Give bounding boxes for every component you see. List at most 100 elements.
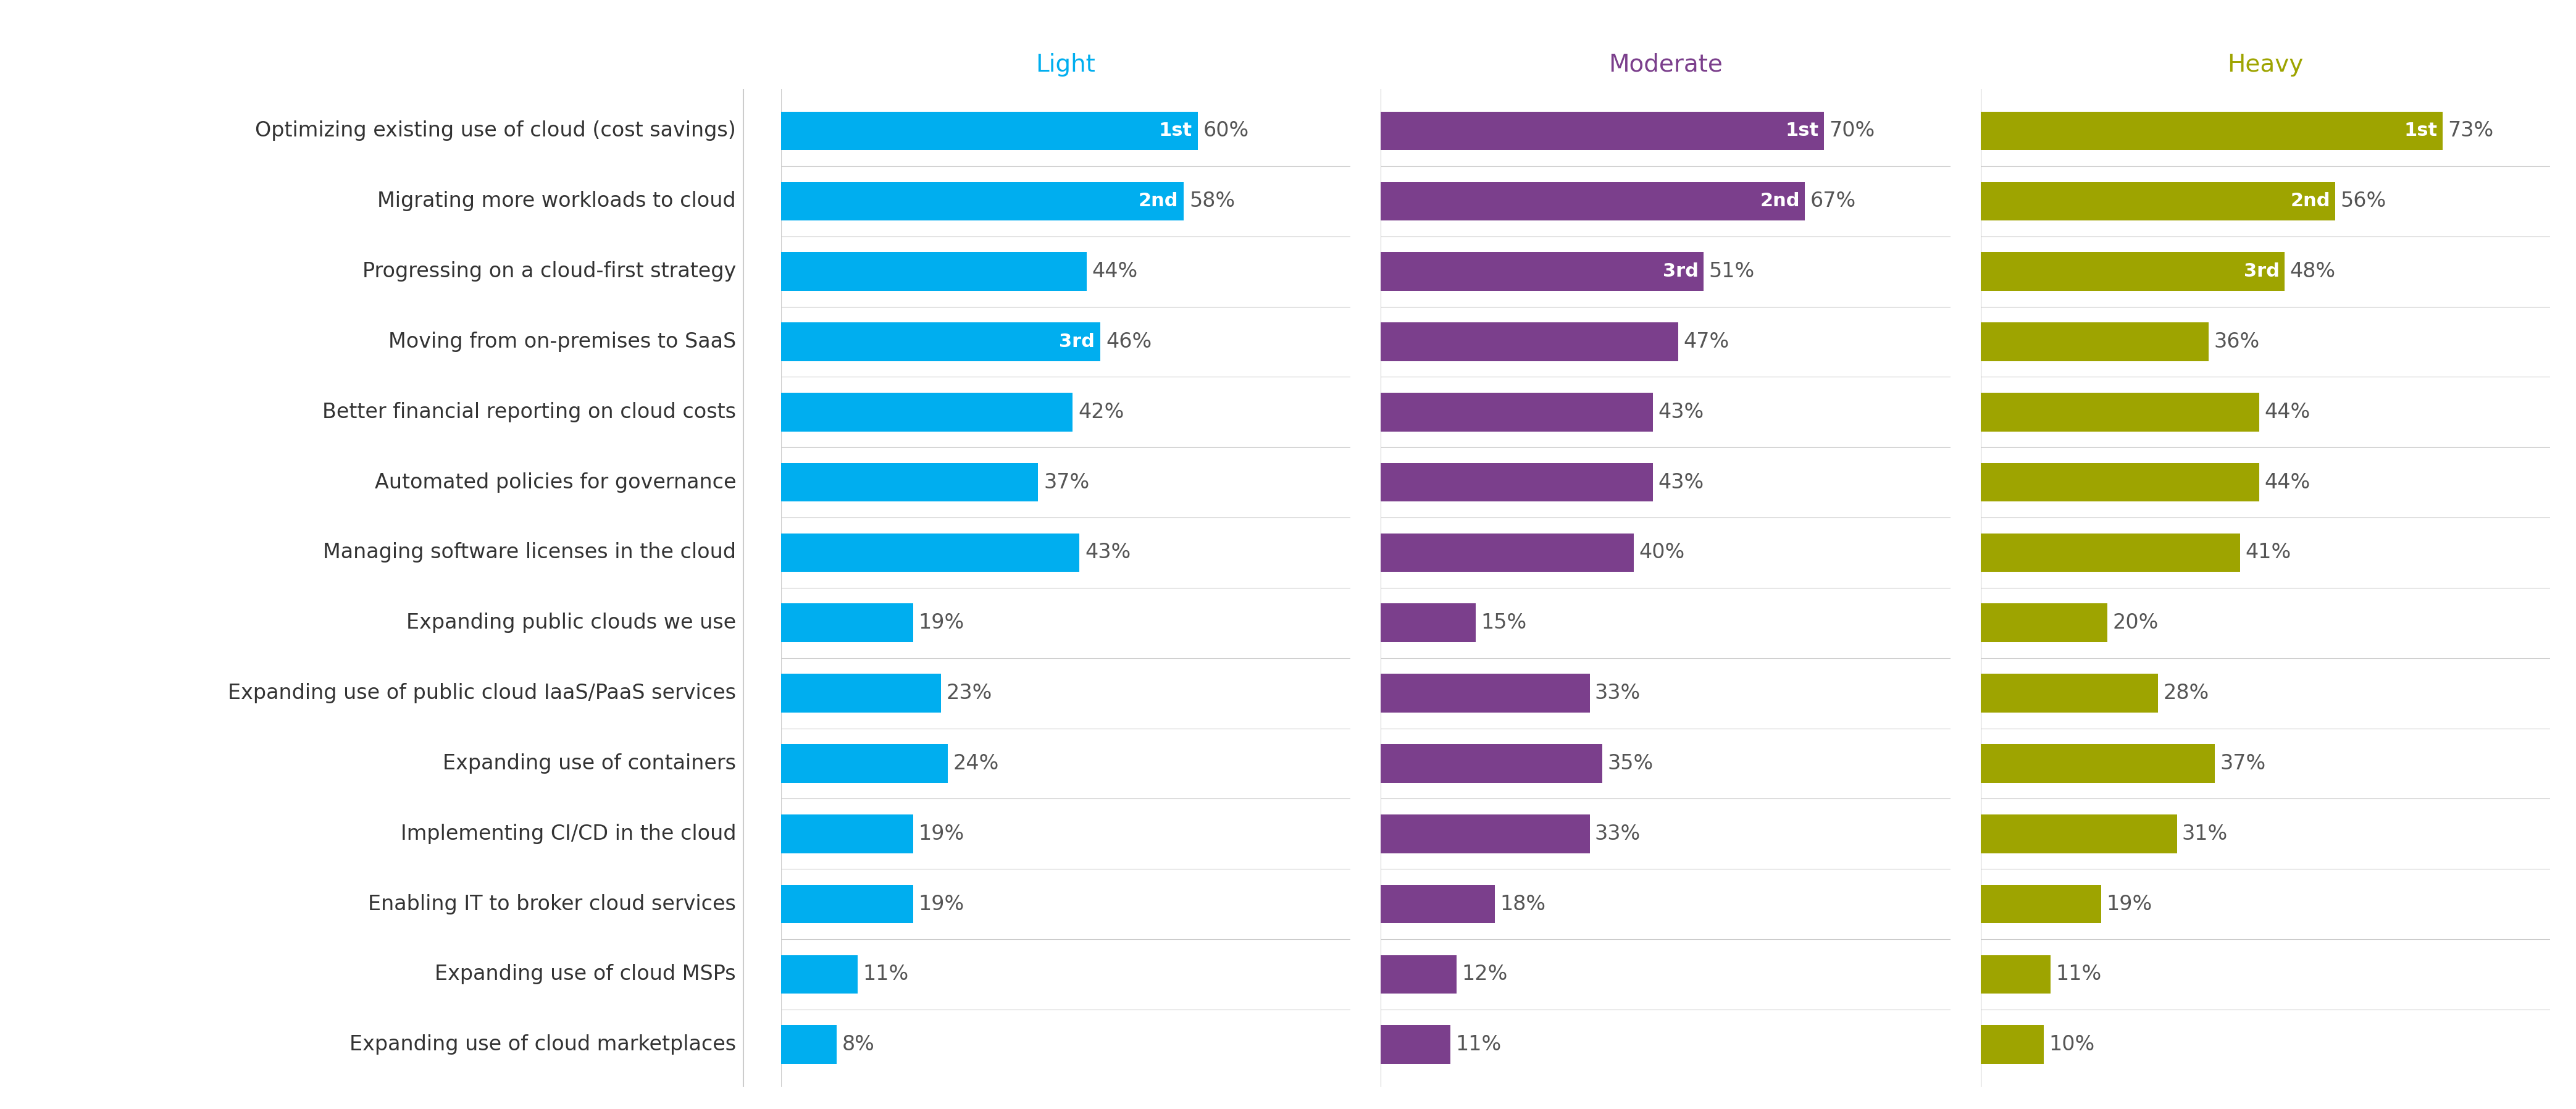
Text: 2nd: 2nd [2290,192,2331,210]
Text: 41%: 41% [2246,542,2290,562]
Text: 24%: 24% [953,753,999,774]
Text: 73%: 73% [2447,121,2494,141]
Text: Expanding use of cloud MSPs: Expanding use of cloud MSPs [435,964,737,985]
Text: 20%: 20% [2112,613,2159,633]
Bar [781,744,948,783]
Text: 19%: 19% [920,613,963,633]
Bar [781,393,1072,431]
Text: 44%: 44% [2264,401,2311,423]
Bar [1981,814,2177,853]
Bar [781,1026,837,1064]
Text: Better financial reporting on cloud costs: Better financial reporting on cloud cost… [322,401,737,423]
Text: 58%: 58% [1190,191,1234,212]
Text: 12%: 12% [1461,964,1507,985]
Text: 43%: 43% [1084,542,1131,562]
Text: 11%: 11% [863,964,909,985]
Text: 35%: 35% [1607,753,1654,774]
Bar [1381,603,1476,642]
Bar [1381,674,1589,712]
Text: 8%: 8% [842,1035,876,1055]
Bar [1981,744,2215,783]
Bar [781,674,940,712]
Bar [781,603,912,642]
Bar [1381,323,1677,362]
Text: Expanding use of public cloud IaaS/PaaS services: Expanding use of public cloud IaaS/PaaS … [227,683,737,703]
Bar [781,462,1038,501]
Bar [781,252,1087,291]
Text: 37%: 37% [2221,753,2267,774]
Text: Progressing on a cloud-first strategy: Progressing on a cloud-first strategy [363,262,737,282]
Bar [1381,462,1654,501]
Text: 40%: 40% [1638,542,1685,562]
Text: 44%: 44% [1092,262,1139,282]
Text: 56%: 56% [2339,191,2385,212]
Text: 23%: 23% [945,683,992,703]
Bar [781,885,912,924]
Bar [1981,674,2159,712]
Bar [1381,533,1633,572]
Bar [781,112,1198,150]
Text: 19%: 19% [2107,894,2151,914]
Bar [1981,533,2241,572]
Bar [781,955,858,994]
Bar [781,814,912,853]
Text: Expanding use of containers: Expanding use of containers [443,753,737,774]
Text: Implementing CI/CD in the cloud: Implementing CI/CD in the cloud [399,824,737,844]
Text: Optimizing existing use of cloud (cost savings): Optimizing existing use of cloud (cost s… [255,121,737,141]
Text: Enabling IT to broker cloud services: Enabling IT to broker cloud services [368,894,737,914]
Text: 10%: 10% [2048,1035,2094,1055]
Bar [1981,112,2442,150]
Bar [1381,744,1602,783]
Bar [1981,252,2285,291]
Text: 2nd: 2nd [1759,192,1801,210]
Bar [1981,393,2259,431]
Text: 1st: 1st [1159,122,1193,140]
Text: 48%: 48% [2290,262,2336,282]
Bar [1981,955,2050,994]
Bar [781,182,1185,221]
Title: Light: Light [1036,53,1095,77]
Bar [1381,182,1806,221]
Text: 28%: 28% [2164,683,2208,703]
Text: 51%: 51% [1708,262,1754,282]
Text: 70%: 70% [1829,121,1875,141]
Text: Managing software licenses in the cloud: Managing software licenses in the cloud [322,542,737,562]
Title: Heavy: Heavy [2228,53,2303,77]
Bar [1381,252,1703,291]
Text: Moving from on-premises to SaaS: Moving from on-premises to SaaS [389,332,737,352]
Bar [1381,112,1824,150]
Text: 19%: 19% [920,824,963,844]
Text: 36%: 36% [2213,332,2259,352]
Bar [1981,462,2259,501]
Text: 43%: 43% [1659,401,1703,423]
Text: 47%: 47% [1682,332,1728,352]
Text: 1st: 1st [2403,122,2437,140]
Text: 44%: 44% [2264,472,2311,492]
Text: 3rd: 3rd [2244,263,2280,281]
Bar [1981,885,2102,924]
Text: 43%: 43% [1659,472,1703,492]
Text: Expanding use of cloud marketplaces: Expanding use of cloud marketplaces [350,1035,737,1055]
Bar [1981,182,2334,221]
Bar [1381,955,1458,994]
Title: Moderate: Moderate [1607,53,1723,77]
Text: 46%: 46% [1105,332,1151,352]
Bar [781,533,1079,572]
Bar [1381,393,1654,431]
Text: 3rd: 3rd [1662,263,1698,281]
Bar [781,323,1100,362]
Bar [1981,1026,2043,1064]
Text: 19%: 19% [920,894,963,914]
Text: 67%: 67% [1811,191,1855,212]
Bar [1381,814,1589,853]
Text: 33%: 33% [1595,683,1641,703]
Text: Expanding public clouds we use: Expanding public clouds we use [407,613,737,633]
Text: 15%: 15% [1481,613,1528,633]
Text: 60%: 60% [1203,121,1249,141]
Text: 11%: 11% [1455,1035,1502,1055]
Bar [1381,885,1494,924]
Text: 18%: 18% [1499,894,1546,914]
Text: 1st: 1st [1785,122,1819,140]
Text: Automated policies for governance: Automated policies for governance [374,472,737,492]
Bar [1981,603,2107,642]
